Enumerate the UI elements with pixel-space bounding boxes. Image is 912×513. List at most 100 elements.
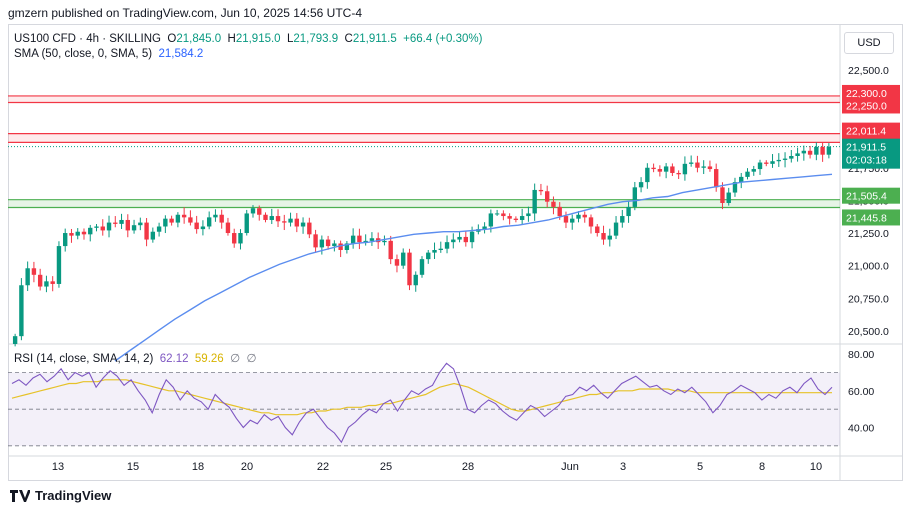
price-tick-label: 22,500.0 [848,65,889,77]
candle-body [714,169,719,188]
resistance-22250-tag-bg [842,97,900,114]
price-tick-label: 21,000.0 [848,261,889,273]
candle-body [357,235,362,243]
candle-body [682,163,688,175]
rsi-ma-value: 59.26 [194,353,224,365]
candle-body [513,218,519,220]
candle-body [138,222,143,226]
candle-body [12,336,18,344]
candle-body [156,226,162,232]
candle-body [263,214,268,220]
candle-body [588,217,594,227]
candle-body [144,222,149,240]
candle-body [338,243,343,250]
chart-frame [8,24,903,481]
time-tick-label: 28 [462,461,474,473]
time-tick-label: 3 [620,461,626,473]
candle-body [37,274,43,287]
candle-body [113,222,118,224]
high-value: 21,915.0 [235,33,281,45]
candle-body [676,172,681,175]
change-value: +66.4 (+0.30%) [403,33,483,45]
candle-body [463,236,469,243]
candle-body [432,250,437,253]
support-21445-tag-bg [842,209,900,226]
candle-body [801,150,807,154]
candle-body [482,226,487,230]
candle-body [119,219,124,224]
candle-body [94,226,99,228]
rsi-label[interactable]: RSI (14, close, SMA, 14, 2) [14,353,154,365]
support-zone [8,199,840,208]
candle-body [444,242,450,249]
candle-body [194,222,199,230]
candle-body [626,206,631,217]
chart-legend: US100 CFD · 4h · SKILLING O21,845.0 H21,… [14,32,482,62]
candle-body [557,206,562,217]
candle-body [789,156,794,159]
sma-line [114,173,833,362]
close-label: C [344,33,353,45]
candle-body [770,161,775,164]
candle-body [651,167,656,170]
candle-body [526,213,531,217]
candle-body [607,235,612,240]
candle-body [63,233,68,247]
close-value: 21,911.5 [352,33,397,45]
rsi-value: 62.12 [159,353,189,365]
price-tick-label: 20,500.0 [848,326,889,338]
candle-body [538,189,544,192]
candle-body [269,216,274,220]
candle-body [181,214,187,218]
tradingview-brand: TradingView [10,488,111,503]
candle-body [645,167,650,183]
candle-body [545,191,550,202]
candle-body [25,268,30,286]
candle-body [257,208,262,215]
candle-body [163,218,168,227]
candle-body [494,213,500,215]
candle-body [438,248,443,250]
candle-body [764,162,769,164]
candle-body [56,246,62,284]
candle-body [313,234,318,248]
candle-body [732,182,738,193]
candle-body [169,218,174,223]
candle-body [100,226,105,231]
candle-body [720,187,725,203]
rsi-legend: RSI (14, close, SMA, 14, 2) 62.12 59.26 … [14,351,257,365]
candle-body [225,222,231,234]
low-value: 21,793.9 [293,33,339,45]
sma-label[interactable]: SMA (50, close, 0, SMA, 5) [14,48,153,60]
candle-body [88,227,93,235]
low-label: L [286,33,294,45]
time-tick-label: 8 [759,461,765,473]
candle-body [388,240,393,260]
candle-body [150,231,156,240]
candle-body [294,218,299,227]
open-label: O [167,33,177,45]
candle-body [695,162,700,168]
rsi-extra-1: ∅ [230,353,241,365]
last-price-tag-bg [842,138,900,169]
candle-body [50,281,55,284]
candle-body [751,169,756,172]
sma-value: 21,584.2 [158,48,204,60]
resistance-band-lower-zone [8,133,840,143]
symbol-title[interactable]: US100 CFD · 4h · SKILLING [14,33,161,45]
candle-body [332,243,337,247]
candle-body [782,158,788,160]
candle-body [44,281,49,287]
candle-body [701,166,706,168]
candle-body [363,240,368,243]
candle-body [576,214,581,219]
candle-body [394,259,400,266]
candle-body [206,217,212,227]
time-tick-label: 25 [380,461,392,473]
candle-body [620,216,625,223]
rsi-tick-label: 80.00 [848,349,874,361]
candle-body [106,222,112,231]
currency-button[interactable]: USD [844,32,894,54]
tradingview-logo-icon [10,489,30,502]
